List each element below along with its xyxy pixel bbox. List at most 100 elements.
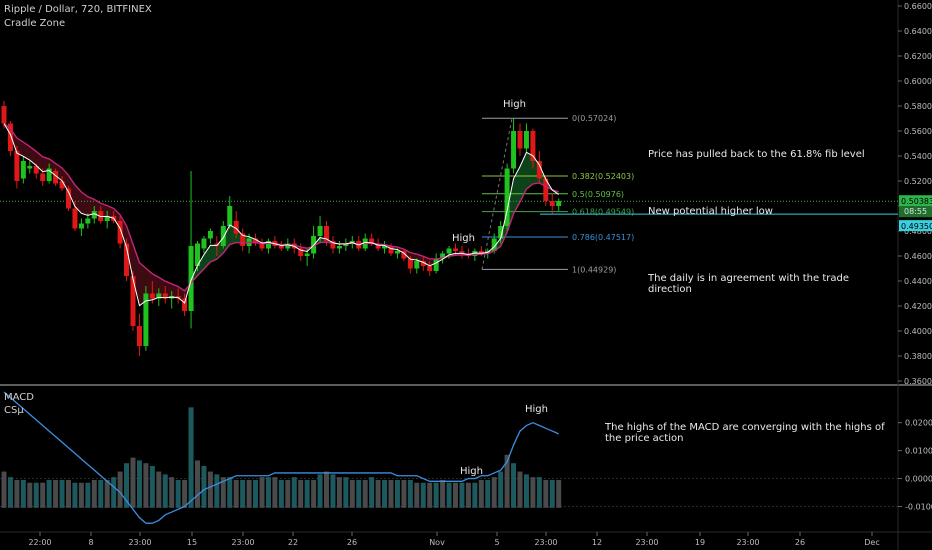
- fib-trendline: [481, 118, 513, 270]
- macd-hist-bar: [388, 479, 394, 508]
- macd-hist-bar: [98, 479, 104, 508]
- candle-body: [104, 216, 110, 221]
- candle-body: [304, 253, 310, 256]
- candle-body: [98, 211, 104, 221]
- macd-hist-bar: [253, 479, 259, 508]
- cradle-zone-segment: [81, 192, 88, 216]
- candle-body: [124, 243, 130, 276]
- candle-body: [72, 208, 78, 229]
- macd-hist-bar: [72, 482, 78, 508]
- candle-body: [504, 168, 510, 226]
- macd-hist-bar: [304, 479, 310, 508]
- candle-body: [233, 221, 239, 234]
- candle-body: [27, 166, 33, 169]
- candle-body: [336, 246, 342, 249]
- macd-hist-bar: [478, 479, 484, 508]
- candle-body: [517, 131, 523, 149]
- macd-hist-bar: [149, 465, 155, 508]
- macd-hist-bar: [214, 474, 220, 508]
- macd-note-line1: The highs of the MACD are converging wit…: [605, 422, 885, 433]
- candle-body: [285, 243, 291, 249]
- macd-line: [3, 391, 559, 524]
- fib-retracement[interactable]: 0(0.57024) 0.382(0.52403) 0.5(0.50976) 0.61…: [0, 114, 898, 274]
- time-axis[interactable]: 22:00 8 23:00 15 23:00 22 26 Nov 5 23:00 12 23:00 19…: [28, 532, 880, 547]
- candle-body: [491, 238, 497, 251]
- candles: [1, 101, 562, 356]
- candle-body: [440, 253, 446, 259]
- macd-hist-bar: [394, 479, 400, 508]
- fib-level-label: 1(0.44929): [572, 265, 616, 274]
- macd-hist-bar: [504, 454, 510, 508]
- macd-hist-bar: [369, 477, 375, 508]
- candle-body: [459, 251, 465, 254]
- macd-hist-bar: [356, 479, 362, 508]
- fib-note: Price has pulled back to the 61.8% fib l…: [648, 149, 865, 160]
- macd-hist-bar: [272, 477, 278, 508]
- candle-body: [33, 166, 39, 174]
- macd-note-line2: the price action: [605, 433, 684, 444]
- candle-body: [78, 223, 84, 229]
- macd-hist-bar: [27, 482, 33, 508]
- candle-body: [156, 293, 162, 299]
- macd-hist-bar: [162, 474, 168, 508]
- cradle-zone-segment: [126, 225, 133, 279]
- macd-hist-bar: [485, 479, 491, 508]
- level-tag-value: 0.49350: [901, 222, 932, 231]
- ema-lines: [3, 122, 559, 307]
- time-axis-label: Nov: [429, 538, 445, 547]
- candle-body: [188, 246, 194, 311]
- candle-body: [1, 106, 7, 124]
- fib-level-label: 0.618(0.49549): [572, 208, 634, 217]
- macd-hist-bar: [78, 482, 84, 508]
- macd-hist-bar: [124, 463, 130, 508]
- macd-hist-bar: [517, 471, 523, 508]
- candle-body: [214, 243, 220, 246]
- time-axis-label: 8: [88, 538, 93, 547]
- macd-hist-bar: [195, 460, 200, 508]
- macd-hist-bar: [143, 463, 149, 508]
- macd-hist-bar: [111, 477, 117, 508]
- cradle-zone-segment: [171, 283, 179, 298]
- candle-body: [401, 251, 407, 259]
- macd-hist-bar: [130, 457, 136, 508]
- macd-hist-bar: [556, 479, 562, 508]
- countdown-value: 08:55: [904, 207, 927, 216]
- macd-hist-bar: [40, 482, 46, 508]
- macd-hist-bar: [414, 482, 420, 508]
- candle-body: [240, 233, 246, 246]
- candle-body: [7, 123, 13, 151]
- time-axis-label: 23:00: [736, 538, 759, 547]
- cradle-zone-segment: [210, 245, 217, 263]
- macd-axis-label: 0.0000: [905, 475, 932, 484]
- macd-hist-bar: [407, 479, 413, 508]
- cradle-zone-segment: [520, 152, 527, 202]
- candle-body: [317, 226, 323, 236]
- candle-body: [162, 293, 168, 299]
- higher-low-note: New potential higher low: [648, 206, 773, 217]
- macd-hist-bar: [169, 477, 175, 508]
- candle-body: [136, 326, 142, 346]
- cradle-zone-segment: [29, 146, 37, 166]
- macd-hist-bar: [285, 479, 291, 508]
- candle-body: [220, 226, 226, 246]
- macd-hist-bar: [265, 477, 271, 508]
- candle-body: [91, 211, 97, 219]
- macd-hist-bar: [536, 477, 542, 508]
- cradle-zone-segment: [74, 185, 82, 214]
- cradle-zone-segment: [87, 196, 95, 216]
- macd-hist-bar: [220, 477, 226, 508]
- candle-body: [414, 261, 420, 269]
- macd-hist-bar: [549, 479, 555, 508]
- macd-hist-bar: [427, 482, 433, 508]
- macd-axis-label: 0.0200: [905, 419, 932, 428]
- candle-body: [343, 243, 349, 246]
- time-axis-label: 26: [347, 538, 357, 547]
- time-axis-label: 23:00: [231, 538, 254, 547]
